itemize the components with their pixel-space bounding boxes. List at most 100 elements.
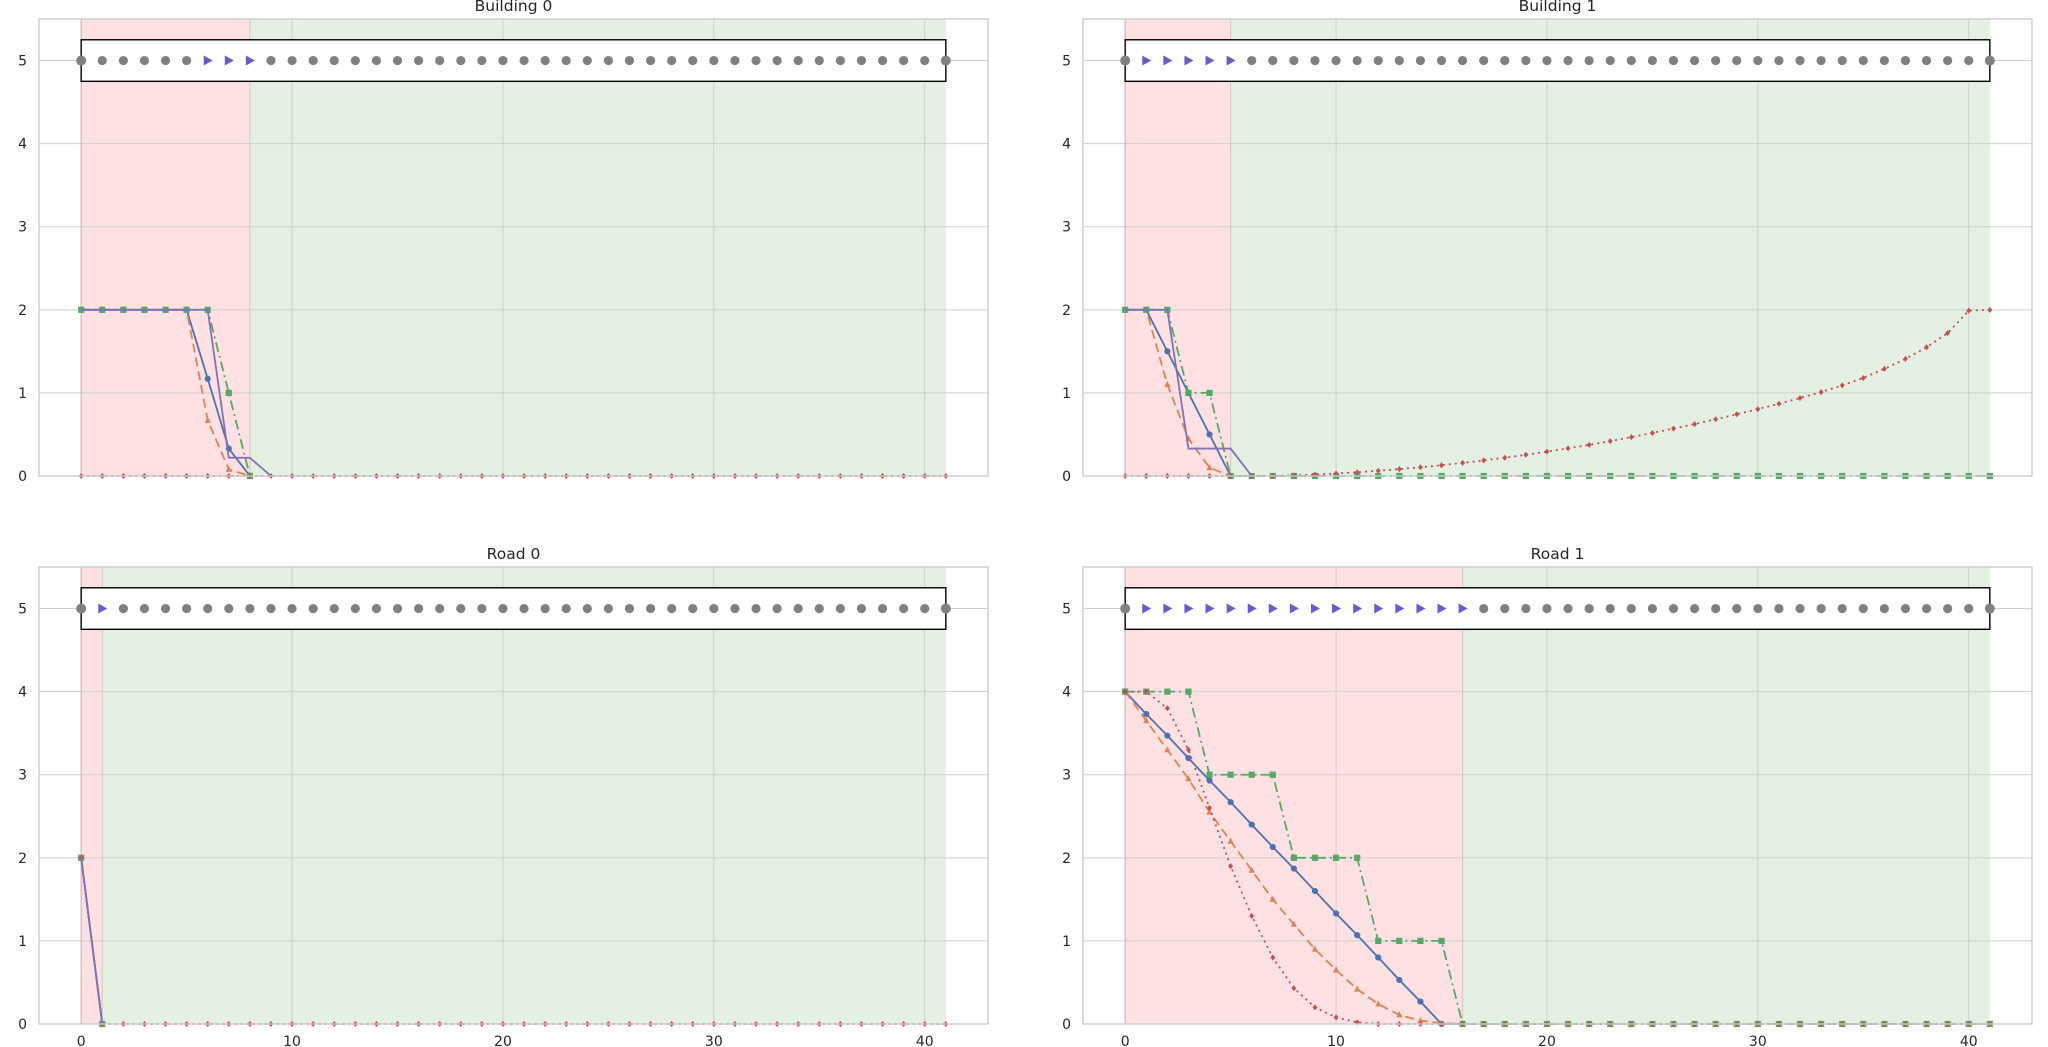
- status-dot-marker: [1858, 603, 1868, 614]
- status-dot-marker: [519, 603, 529, 614]
- status-dot-marker: [709, 55, 719, 66]
- data-point: [1417, 998, 1424, 1005]
- status-arrow-marker: [224, 55, 234, 66]
- data-point: [1227, 771, 1234, 778]
- status-dot-marker: [329, 55, 339, 66]
- data-point: [1143, 688, 1149, 695]
- data-point: [1375, 937, 1382, 945]
- status-dot-marker: [1605, 603, 1615, 614]
- status-dot-marker: [814, 55, 824, 66]
- status-dot-marker: [1563, 55, 1573, 66]
- status-dot-marker: [582, 55, 592, 66]
- data-point: [1269, 895, 1276, 902]
- data-point: [1776, 400, 1782, 407]
- data-point: [1332, 854, 1340, 861]
- data-point: [1987, 306, 1993, 313]
- status-dot-marker: [371, 603, 382, 614]
- status-dot-marker: [456, 603, 466, 614]
- status-dot-marker: [751, 55, 761, 66]
- data-point: [1903, 355, 1908, 362]
- x-tick-label: 30: [705, 1034, 723, 1047]
- data-point: [1713, 416, 1719, 423]
- data-point: [1396, 976, 1403, 984]
- status-dot-marker: [540, 603, 550, 614]
- status-arrow-marker: [1163, 55, 1173, 66]
- status-dot-marker: [245, 603, 255, 614]
- series-line: [80, 857, 104, 1025]
- status-dot-marker: [667, 603, 677, 614]
- status-dot-marker: [814, 603, 824, 614]
- status-dot-marker: [435, 55, 445, 66]
- y-tick-label: 2: [1062, 303, 1071, 319]
- status-dot-marker: [899, 55, 909, 66]
- data-point: [1607, 438, 1613, 445]
- x-tick-label: 20: [1538, 1034, 1556, 1047]
- status-dot-marker: [287, 603, 297, 614]
- x-tick-label: 40: [1960, 1034, 1978, 1047]
- data-point: [1375, 1000, 1382, 1007]
- data-point: [1417, 937, 1424, 945]
- status-arrow-marker: [1226, 603, 1236, 614]
- data-point: [1354, 854, 1361, 861]
- status-dot-marker: [603, 603, 614, 614]
- data-point: [1248, 866, 1255, 873]
- status-dot-marker: [182, 55, 192, 66]
- status-arrow-marker: [1310, 603, 1320, 614]
- status-dot-marker: [1247, 55, 1257, 66]
- status-dot-marker: [1795, 603, 1805, 614]
- status-arrow-marker: [203, 55, 213, 66]
- chart-title: Road 1: [1531, 545, 1585, 563]
- data-point: [1650, 429, 1655, 436]
- status-dot-marker: [435, 603, 445, 614]
- status-dot-marker: [160, 603, 171, 614]
- red-region: [1125, 19, 1231, 476]
- status-dot-marker: [1394, 55, 1404, 66]
- status-dot-marker: [772, 55, 782, 66]
- status-dot-marker: [350, 55, 360, 66]
- y-tick-label: 3: [1062, 220, 1071, 236]
- data-point: [1354, 931, 1361, 939]
- status-arrow-marker: [1332, 603, 1342, 614]
- data-point: [1417, 1016, 1424, 1024]
- chart-title: Building 0: [475, 0, 553, 15]
- status-arrow-marker: [1163, 603, 1173, 614]
- y-tick-label: 4: [18, 685, 27, 701]
- status-dot-marker: [160, 55, 171, 66]
- status-dot-marker: [1626, 603, 1636, 614]
- status-dot-marker: [456, 55, 466, 66]
- data-point: [1143, 710, 1150, 718]
- data-point: [1818, 389, 1824, 396]
- status-dot-marker: [224, 603, 234, 614]
- status-dot-marker: [139, 55, 150, 66]
- data-point: [1122, 688, 1128, 695]
- data-point: [1290, 854, 1297, 861]
- status-dot-marker: [392, 55, 403, 66]
- x-tick-label: 10: [1327, 1034, 1345, 1047]
- status-arrow-marker: [1437, 603, 1447, 614]
- status-dot-marker: [1331, 55, 1341, 66]
- data-point: [1460, 459, 1465, 466]
- status-dot-marker: [1542, 55, 1552, 66]
- axes-frame: [38, 566, 989, 1025]
- status-dot-marker: [877, 55, 888, 66]
- status-dot-marker: [940, 55, 951, 66]
- status-dot-marker: [97, 55, 107, 66]
- status-dot-marker: [118, 55, 128, 66]
- status-dot-marker: [730, 603, 740, 614]
- data-point: [1966, 307, 1972, 314]
- data-point: [1291, 985, 1297, 992]
- chart-title: Road 0: [487, 545, 541, 563]
- status-dot-marker: [329, 603, 339, 614]
- y-tick-label: 3: [18, 220, 27, 236]
- panel-3: 0 1 2 3 4 5 0 10 20 30 40 Road 1: [1062, 545, 2033, 1047]
- axes-frame: [1082, 18, 2033, 477]
- status-dot-marker: [1563, 603, 1573, 614]
- y-tick-label: 0: [18, 1017, 27, 1033]
- status-dot-marker: [561, 603, 571, 614]
- data-point: [1333, 1014, 1339, 1021]
- status-dot-marker: [350, 603, 360, 614]
- status-dot-marker: [1521, 55, 1531, 66]
- panel-2: 0 1 2 3 4 5 0 10 20 30 40 Road 0: [18, 545, 989, 1047]
- status-dot-marker: [920, 55, 930, 66]
- data-point: [225, 465, 232, 472]
